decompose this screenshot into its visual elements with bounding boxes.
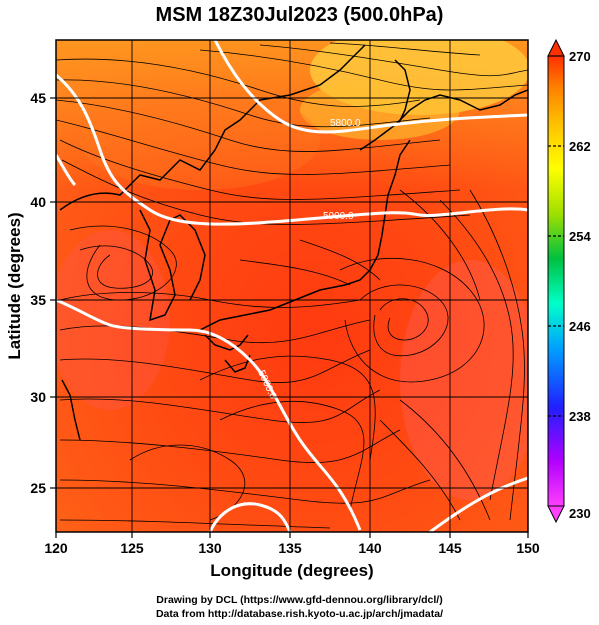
y-tick-label: 45 [30, 90, 46, 106]
x-tick-label: 135 [278, 540, 302, 556]
colorbar-tick-label: 230 [569, 506, 591, 521]
y-tick-label: 25 [30, 480, 46, 496]
colorbar-tick-label: 270 [569, 49, 591, 64]
wind-streamlines [56, 42, 528, 529]
y-tick-label: 30 [30, 389, 46, 405]
x-tick-label: 145 [438, 540, 462, 556]
temperature-field [56, 40, 528, 532]
colorbar-scale [547, 55, 565, 507]
y-tick-labels: 25 30 35 40 45 [30, 90, 46, 496]
colorbar-bottom-arrow [547, 505, 565, 524]
x-tick-labels: 120 125 130 135 140 145 150 [44, 540, 540, 556]
colorbar-tick-label: 254 [569, 229, 591, 244]
graticule [56, 40, 528, 532]
colorbar-top-arrow [547, 38, 565, 57]
map-title: MSM 18Z30Jul2023 (500.0hPa) [155, 4, 444, 26]
contour-label-5900-north: 5900.0 [323, 211, 354, 222]
colorbar-tick-label: 246 [569, 319, 591, 334]
credit-data-source: Data from http://database.rish.kyoto-u.a… [155, 608, 444, 620]
y-tick-label: 40 [30, 194, 46, 210]
colorbar-tick-label: 262 [569, 139, 591, 154]
colorbar: 270 262 254 246 238 230 [547, 38, 591, 524]
x-tick-label: 120 [44, 540, 68, 556]
x-axis-label: Longitude (degrees) [210, 561, 373, 580]
contour-label-5800: 5800.0 [330, 118, 361, 129]
credit-drawing: Drawing by DCL (https://www.gfd-dennou.o… [156, 594, 443, 606]
plot-frame [55, 39, 529, 533]
tick-marks [50, 97, 529, 538]
y-tick-label: 35 [30, 292, 46, 308]
x-tick-label: 125 [120, 540, 144, 556]
height-contours [56, 40, 528, 532]
x-tick-label: 140 [358, 540, 382, 556]
x-tick-label: 150 [516, 540, 540, 556]
y-axis-label: Latitude (degrees) [5, 212, 24, 359]
x-tick-label: 130 [198, 540, 222, 556]
colorbar-tick-label: 238 [569, 409, 591, 424]
